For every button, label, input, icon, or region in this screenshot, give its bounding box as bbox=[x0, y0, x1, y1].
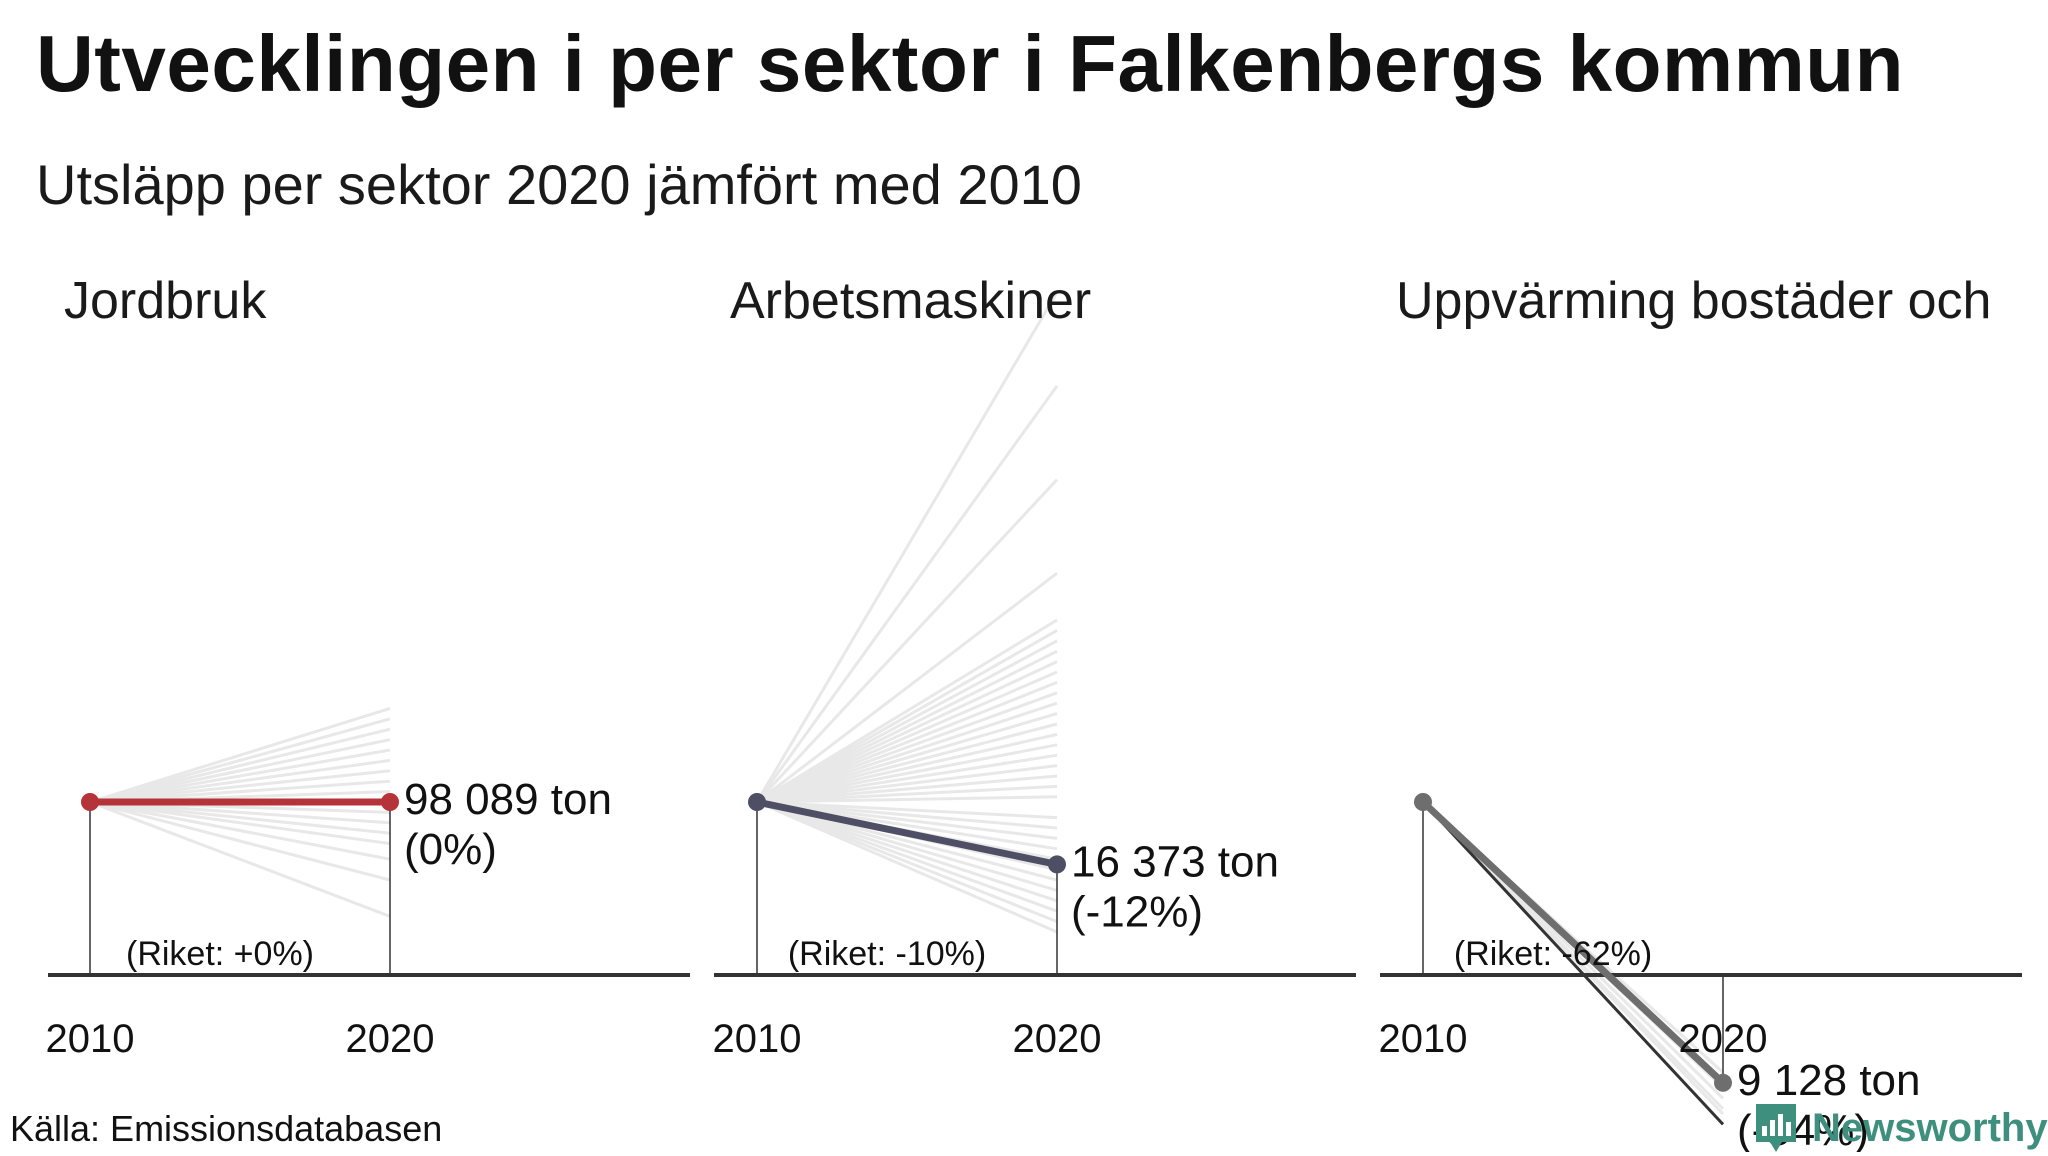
highlight-series-line bbox=[1419, 798, 1727, 1087]
highlight-point-2010 bbox=[81, 793, 99, 811]
background-series-line bbox=[756, 691, 1058, 804]
background-series-line bbox=[756, 722, 1058, 804]
highlight-point-2010 bbox=[1414, 793, 1432, 811]
background-series-line bbox=[756, 774, 1058, 804]
national-change-label: (Riket: -10%) bbox=[788, 935, 986, 973]
national-change-label: (Riket: +0%) bbox=[126, 935, 314, 973]
background-series-line bbox=[756, 572, 1058, 804]
background-series-line bbox=[756, 712, 1058, 804]
highlight-point-2010 bbox=[748, 793, 766, 811]
background-series-line bbox=[756, 800, 1058, 934]
highlight-point-2020 bbox=[1714, 1073, 1732, 1092]
background-series-line bbox=[755, 291, 1059, 803]
background-series-line bbox=[89, 748, 391, 804]
brand-name: Newsworthy bbox=[1812, 1105, 2048, 1150]
newsworthy-logo-icon bbox=[1756, 1104, 1796, 1152]
chart-panel-3 bbox=[1380, 793, 2022, 1126]
background-series-line bbox=[89, 727, 391, 804]
highlight-series-line bbox=[753, 798, 1061, 868]
background-series-line bbox=[89, 738, 391, 804]
national-change-label: (Riket: -62%) bbox=[1454, 935, 1652, 973]
highlight-point-2020 bbox=[381, 793, 399, 811]
value-label: 16 373 ton bbox=[1071, 837, 1279, 886]
highlight-point-2020 bbox=[1048, 855, 1066, 874]
chart-subtitle: Utsläpp per sektor 2020 jämfört med 2010 bbox=[36, 153, 1082, 216]
x-tick-label: 2020 bbox=[346, 1017, 435, 1061]
background-series-line bbox=[756, 670, 1058, 804]
chart-title: Utvecklingen i per sektor i Falkenbergs … bbox=[36, 19, 1904, 108]
change-label: (-12%) bbox=[1071, 887, 1203, 936]
background-series-line bbox=[89, 800, 391, 882]
background-series-line bbox=[756, 732, 1058, 804]
background-series-line bbox=[756, 764, 1058, 804]
background-series-line bbox=[89, 717, 391, 804]
background-series-line bbox=[756, 800, 1058, 820]
background-series-line bbox=[756, 660, 1058, 804]
background-series-line bbox=[89, 800, 391, 846]
change-label: (0%) bbox=[404, 825, 497, 874]
national-series-line bbox=[1421, 800, 1725, 1126]
background-series-line bbox=[89, 800, 391, 835]
source-note: Källa: Emissionsdatabasen bbox=[10, 1108, 443, 1149]
background-series-line bbox=[89, 800, 391, 861]
background-series-line bbox=[756, 800, 1058, 830]
background-series-line bbox=[756, 743, 1058, 804]
chart-panel-1 bbox=[48, 706, 690, 977]
background-series-line bbox=[756, 795, 1058, 804]
background-series-line bbox=[89, 758, 391, 804]
chart-panel-2 bbox=[714, 291, 1356, 977]
x-tick-label: 2010 bbox=[713, 1017, 802, 1061]
background-series-line bbox=[756, 800, 1058, 892]
background-series-line bbox=[89, 706, 391, 804]
newsworthy-brand[interactable]: Newsworthy bbox=[1752, 1100, 2048, 1156]
background-series-line bbox=[756, 784, 1058, 804]
background-series-line bbox=[756, 800, 1058, 903]
value-label: 9 128 ton bbox=[1737, 1056, 1921, 1105]
background-series-line bbox=[756, 800, 1058, 923]
background-series-line bbox=[755, 385, 1059, 803]
x-tick-label: 2020 bbox=[1013, 1017, 1102, 1061]
background-series-line bbox=[756, 753, 1058, 804]
background-series-line bbox=[89, 800, 391, 918]
background-series-line bbox=[756, 800, 1058, 913]
background-series-line bbox=[756, 649, 1058, 804]
background-series-line bbox=[756, 618, 1058, 804]
background-series-line bbox=[756, 701, 1058, 804]
x-tick-label: 2010 bbox=[1379, 1017, 1468, 1061]
panel-title: Jordbruk bbox=[64, 272, 267, 330]
x-tick-label: 2020 bbox=[1679, 1017, 1768, 1061]
background-series-line bbox=[756, 800, 1058, 840]
panel-title: Arbetsmaskiner bbox=[730, 272, 1091, 330]
background-series-line bbox=[756, 639, 1058, 804]
background-series-line bbox=[89, 769, 391, 804]
value-label: 98 089 ton bbox=[404, 775, 612, 824]
background-series-line bbox=[756, 681, 1058, 804]
background-series-line bbox=[755, 478, 1059, 804]
background-series-line bbox=[756, 629, 1058, 804]
x-tick-label: 2010 bbox=[46, 1017, 135, 1061]
panel-title: Uppvärming bostäder och bbox=[1396, 272, 1991, 330]
